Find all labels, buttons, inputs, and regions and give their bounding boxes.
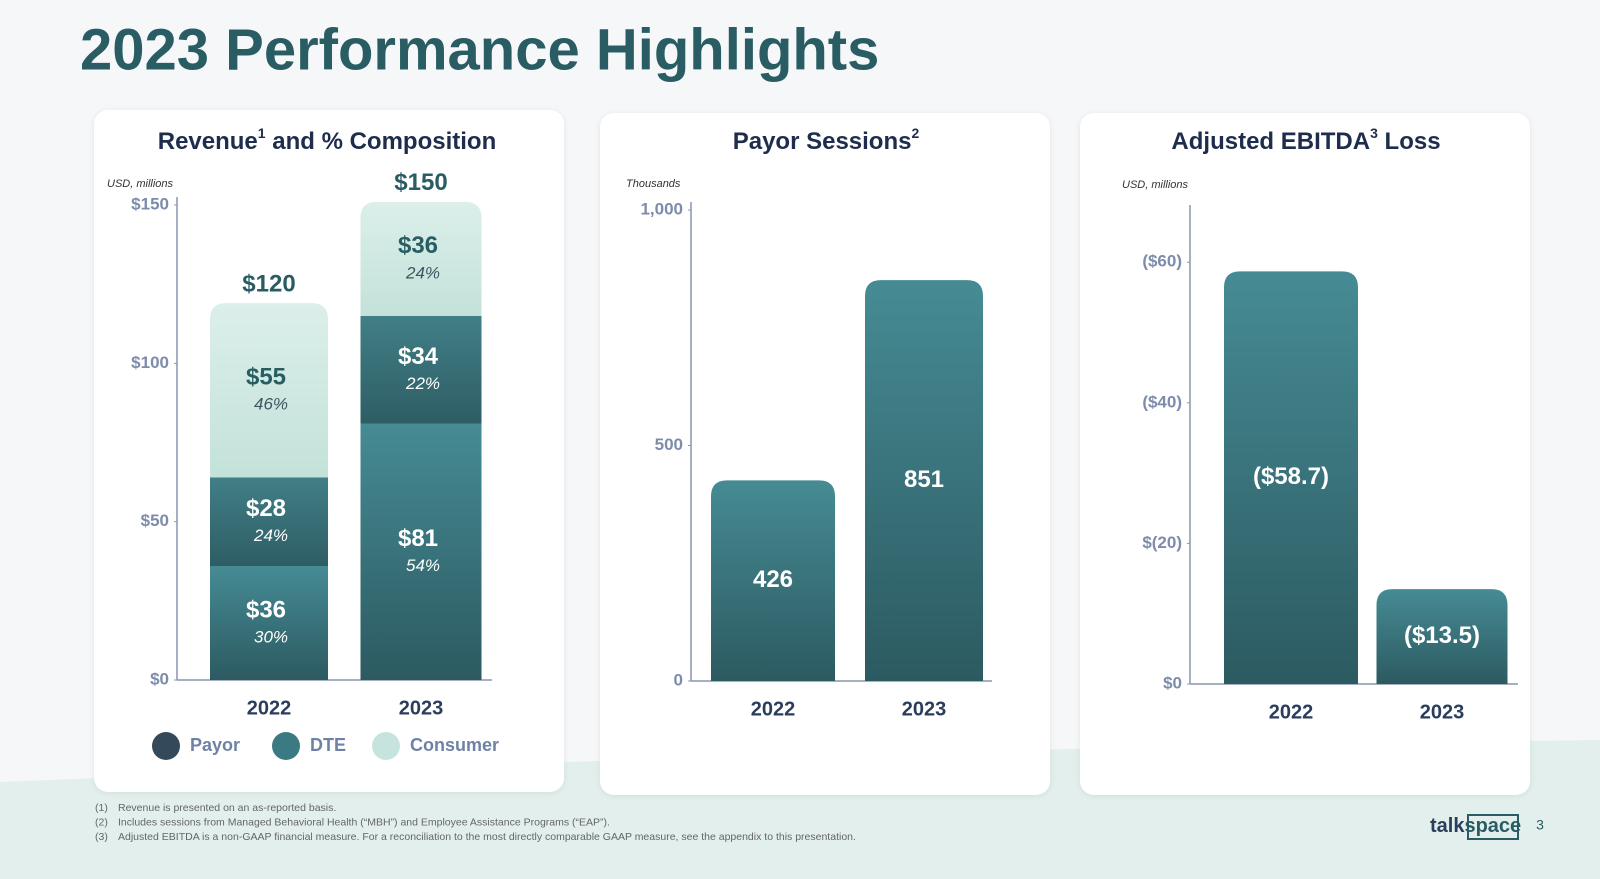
footnote-marker: (2) [95, 816, 108, 828]
total-label: $120 [242, 271, 295, 298]
y-tick-label: $0 [1163, 673, 1182, 692]
legend-label: Consumer [410, 735, 499, 755]
footnote-text: Includes sessions from Managed Behaviora… [118, 816, 610, 828]
value-label: $28 [246, 495, 286, 522]
chart: Adjusted EBITDA3 Loss USD, millions $0 $(20… [1122, 125, 1518, 723]
chart-title-text: Adjusted EBITDA [1171, 128, 1370, 155]
footnote-text: Revenue is presented on an as-reported b… [118, 802, 336, 814]
value-label: $36 [398, 232, 438, 259]
x-tick-label: 2022 [247, 697, 292, 719]
chart: Payor Sessions2 Thousands 0 500 1,000 2022 202… [626, 125, 992, 720]
value-label: 851 [904, 466, 944, 493]
value-label: $36 [246, 596, 286, 623]
bar-segment [360, 315, 482, 424]
total-label: $150 [394, 169, 447, 196]
chart-title: Revenue1 and % Composition [158, 125, 497, 156]
share-label: 24% [405, 263, 440, 282]
y-tick-label: $50 [141, 511, 169, 530]
page-number: 3 [1536, 817, 1544, 833]
footnote-marker: (1) [95, 802, 108, 814]
legend-swatch [272, 732, 300, 760]
bar-segment [210, 566, 328, 680]
bar-segment [210, 303, 328, 478]
y-tick-label: ($60) [1142, 252, 1182, 271]
legend-label: Payor [190, 735, 240, 755]
value-label: ($13.5) [1404, 622, 1480, 649]
chart: Revenue1 and % Composition USD, millions $… [107, 125, 499, 760]
chart-title-text: and % Composition [266, 128, 497, 155]
footnote-ref: 2 [911, 125, 919, 141]
value-label: ($58.7) [1253, 463, 1329, 490]
value-label: $81 [398, 525, 438, 552]
x-tick-label: 2022 [751, 698, 796, 720]
bar-segment [360, 423, 482, 680]
unit-label: USD, millions [107, 178, 174, 190]
unit-label: Thousands [626, 178, 681, 190]
y-tick-label: $(20) [1142, 533, 1182, 552]
share-label: 46% [254, 395, 288, 414]
footnote-text: Adjusted EBITDA is a non-GAAP financial … [118, 831, 856, 843]
value-label: $55 [246, 364, 286, 391]
y-tick-label: $100 [131, 353, 169, 372]
footnotes: (1) Revenue is presented on an as-reporte… [95, 802, 856, 843]
footnote-ref: 3 [1370, 125, 1378, 141]
value-label: $34 [398, 343, 439, 370]
bar [711, 480, 835, 681]
share-label: 22% [405, 374, 440, 393]
share-label: 24% [253, 526, 288, 545]
unit-label: USD, millions [1122, 179, 1189, 191]
share-label: 54% [406, 556, 440, 575]
legend-label: DTE [310, 735, 346, 755]
bar-segment [210, 477, 328, 566]
chart-title: Payor Sessions2 [733, 125, 920, 156]
bar [1376, 589, 1508, 684]
chart-title: Adjusted EBITDA3 Loss [1171, 125, 1440, 156]
x-tick-label: 2023 [902, 698, 947, 720]
chart-title-text: Revenue [158, 128, 258, 155]
x-tick-label: 2022 [1269, 701, 1314, 723]
x-tick-label: 2023 [399, 697, 444, 719]
y-tick-label: $150 [131, 194, 169, 213]
logo: talkspace [1430, 815, 1521, 837]
slide-title: 2023 Performance Highlights [80, 17, 879, 82]
legend-swatch [372, 732, 400, 760]
footnote-marker: (3) [95, 831, 108, 843]
y-tick-label: $0 [150, 669, 169, 688]
bar [865, 280, 983, 681]
x-tick-label: 2023 [1420, 701, 1465, 723]
share-label: 30% [254, 627, 288, 646]
footnote-ref: 1 [258, 125, 266, 141]
y-tick-label: 0 [674, 670, 683, 689]
value-label: 426 [753, 566, 793, 593]
y-tick-label: ($40) [1142, 392, 1182, 411]
chart-title-text: Payor Sessions [733, 128, 912, 155]
y-tick-label: 500 [655, 435, 683, 454]
y-tick-label: 1,000 [640, 199, 683, 218]
chart-title-text: Loss [1378, 128, 1441, 155]
bar-segment [360, 201, 482, 316]
logo-box [1467, 814, 1519, 840]
legend-swatch [152, 732, 180, 760]
bar [1224, 271, 1358, 684]
